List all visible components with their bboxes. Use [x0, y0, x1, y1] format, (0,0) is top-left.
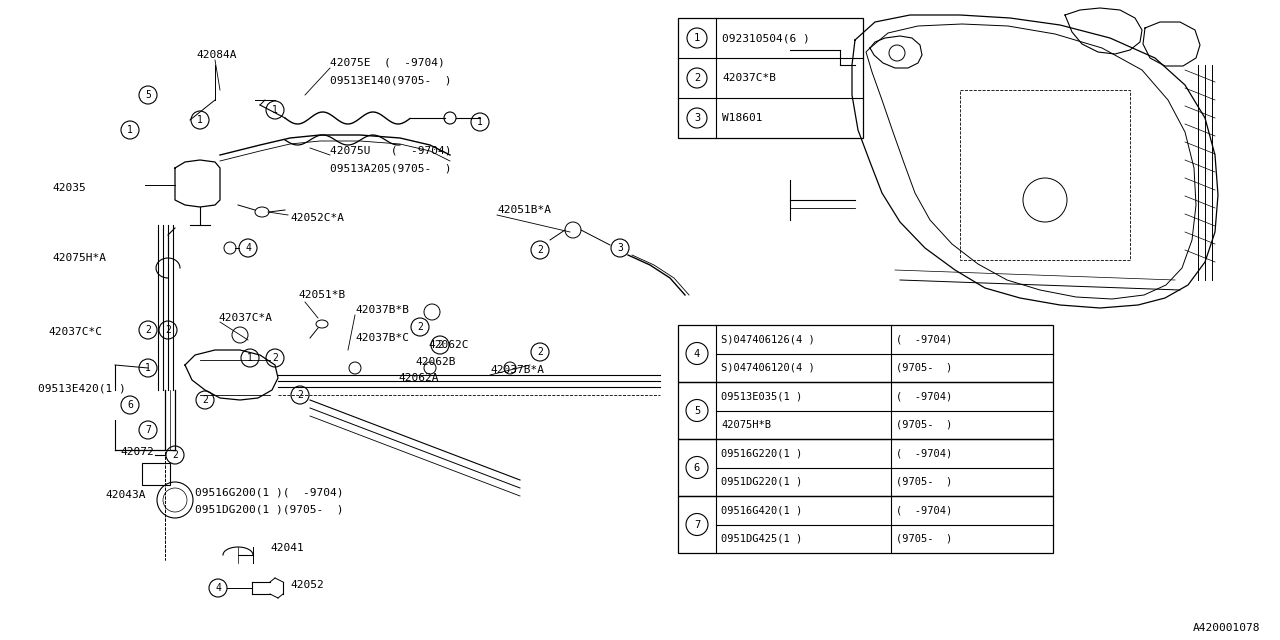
Bar	[960, 90, 1130, 260]
Text: 09513E140(9705-  ): 09513E140(9705- )	[330, 75, 452, 85]
Text: 42037B*C: 42037B*C	[355, 333, 410, 343]
Text: W18601: W18601	[722, 113, 763, 123]
Text: (9705-  ): (9705- )	[896, 420, 952, 429]
Text: 7: 7	[145, 425, 151, 435]
Text: (  -9704): ( -9704)	[896, 391, 952, 401]
Text: 2: 2	[417, 322, 422, 332]
Text: 2: 2	[436, 340, 443, 350]
Text: 6: 6	[694, 463, 700, 472]
Text: 42037B*B: 42037B*B	[355, 305, 410, 315]
Text: 42062B: 42062B	[415, 357, 456, 367]
Text: 42075H*B: 42075H*B	[721, 420, 771, 429]
Bar	[678, 439, 1053, 496]
Text: 1: 1	[127, 125, 133, 135]
Text: 6: 6	[127, 400, 133, 410]
Text: 1: 1	[197, 115, 204, 125]
Text: 1: 1	[247, 353, 253, 363]
Bar	[142, 463, 170, 485]
Text: (  -9704): ( -9704)	[896, 448, 952, 458]
Text: 1: 1	[145, 363, 151, 373]
Text: 0951DG200(1 )(9705-  ): 0951DG200(1 )(9705- )	[195, 505, 343, 515]
Text: (  -9704): ( -9704)	[896, 334, 952, 344]
Text: 42037C*C: 42037C*C	[49, 327, 102, 337]
Text: S)047406120(4 ): S)047406120(4 )	[721, 363, 815, 372]
Text: 5: 5	[694, 406, 700, 415]
Text: 5: 5	[145, 90, 151, 100]
Text: (9705-  ): (9705- )	[896, 363, 952, 372]
Text: 42062C: 42062C	[428, 340, 468, 350]
Text: 2: 2	[538, 347, 543, 357]
Text: 4: 4	[215, 583, 221, 593]
Text: 092310504(6 ): 092310504(6 )	[722, 33, 810, 43]
Text: 09516G420(1 ): 09516G420(1 )	[721, 505, 803, 515]
Text: 42075H*A: 42075H*A	[52, 253, 106, 263]
Text: 2: 2	[145, 325, 151, 335]
Text: 09516G200(1 )(  -9704): 09516G200(1 )( -9704)	[195, 487, 343, 497]
Text: 09513E035(1 ): 09513E035(1 )	[721, 391, 803, 401]
Bar	[678, 325, 1053, 382]
Text: 42041: 42041	[270, 543, 303, 553]
Text: 42072: 42072	[120, 447, 154, 457]
Bar	[678, 382, 1053, 439]
Text: (9705-  ): (9705- )	[896, 477, 952, 487]
Text: 42052C*A: 42052C*A	[291, 213, 344, 223]
Text: 42062A: 42062A	[398, 373, 439, 383]
Text: 09516G220(1 ): 09516G220(1 )	[721, 448, 803, 458]
Text: 1: 1	[694, 33, 700, 43]
Text: 0951DG425(1 ): 0951DG425(1 )	[721, 534, 803, 544]
Text: (9705-  ): (9705- )	[896, 534, 952, 544]
Text: 2: 2	[165, 325, 172, 335]
Text: 42052: 42052	[291, 580, 324, 590]
Text: 2: 2	[202, 395, 207, 405]
Text: 3: 3	[694, 113, 700, 123]
Text: 42051B*A: 42051B*A	[497, 205, 550, 215]
Bar	[678, 18, 863, 138]
Text: 42075E  (  -9704): 42075E ( -9704)	[330, 57, 444, 67]
Text: 1: 1	[477, 117, 483, 127]
Text: 42035: 42035	[52, 183, 86, 193]
Text: 1: 1	[273, 105, 278, 115]
Text: 42037C*B: 42037C*B	[722, 73, 776, 83]
Text: A420001078: A420001078	[1193, 623, 1260, 633]
Text: (  -9704): ( -9704)	[896, 505, 952, 515]
Text: 2: 2	[297, 390, 303, 400]
Text: 42037C*A: 42037C*A	[218, 313, 273, 323]
Text: 0951DG220(1 ): 0951DG220(1 )	[721, 477, 803, 487]
Text: 2: 2	[273, 353, 278, 363]
Text: 4: 4	[694, 349, 700, 358]
Text: 42084A: 42084A	[196, 50, 237, 60]
Text: 3: 3	[617, 243, 623, 253]
Text: S)047406126(4 ): S)047406126(4 )	[721, 334, 815, 344]
Text: 2: 2	[172, 450, 178, 460]
Text: 42037B*A: 42037B*A	[490, 365, 544, 375]
Text: 2: 2	[694, 73, 700, 83]
Text: 2: 2	[538, 245, 543, 255]
Text: 42051*B: 42051*B	[298, 290, 346, 300]
Text: 42075U   (  -9704): 42075U ( -9704)	[330, 145, 452, 155]
Text: 42043A: 42043A	[105, 490, 146, 500]
Text: 4: 4	[244, 243, 251, 253]
Text: 09513A205(9705-  ): 09513A205(9705- )	[330, 163, 452, 173]
Text: 7: 7	[694, 520, 700, 529]
Bar	[678, 496, 1053, 553]
Text: 09513E420(1 ): 09513E420(1 )	[38, 383, 125, 393]
